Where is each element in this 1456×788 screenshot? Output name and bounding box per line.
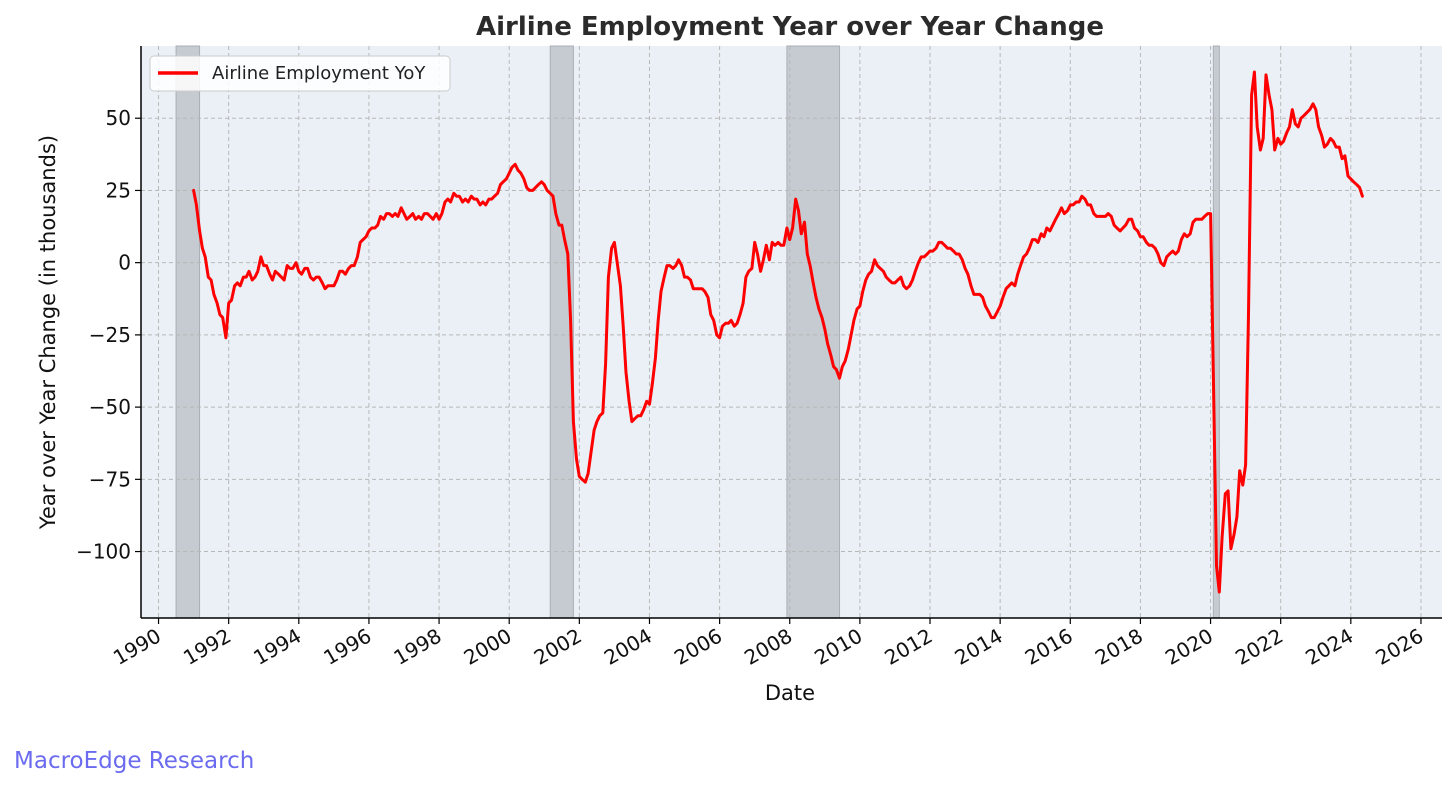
legend-entry-label: Airline Employment YoY [212,63,426,84]
x-tick-label: 2000 [460,624,516,670]
x-axis-ticks: 1990 1992 1994 1996 1998 2000 2002 2004 2006 2008… [109,618,1427,670]
chart-title: Airline Employment Year over Year Change [476,12,1104,42]
x-tick-label: 2014 [951,624,1007,670]
x-tick-label: 2002 [530,624,586,670]
legend: Airline Employment YoY [149,55,451,92]
x-tick-label: 2016 [1021,624,1077,670]
recession-band [175,45,201,619]
watermark-text: MacroEdge Research [14,748,255,774]
x-tick-label: 1996 [319,624,375,670]
recession-bands [175,45,1220,619]
y-tick-label: 25 [106,178,131,202]
x-tick-label: 2024 [1301,624,1357,670]
gridlines [141,46,1442,618]
y-tick-label: −25 [89,323,131,347]
x-tick-label: 1994 [249,624,305,670]
recession-band [786,45,841,619]
axes [140,46,1442,619]
x-tick-label: 1990 [109,624,165,670]
x-tick-label: 2022 [1231,624,1287,670]
y-axis-ticks: 50 25 0 −25 −50 −75 −100 [76,106,141,564]
x-tick-label: 2012 [880,624,936,670]
y-tick-label: −50 [89,395,131,419]
series-line-airline-employment-yoy [192,70,1364,594]
y-tick-label: −100 [76,540,131,564]
x-tick-label: 1998 [389,624,445,670]
series-layer [192,70,1364,594]
y-axis-label: Year over Year Change (in thousands) [36,135,60,530]
x-axis-label: Date [765,681,815,705]
x-tick-label: 2026 [1371,624,1427,670]
x-tick-label: 2004 [600,624,656,670]
x-tick-label: 2008 [740,624,796,670]
y-tick-label: 50 [106,106,131,130]
x-tick-label: 2010 [810,624,866,670]
x-tick-label: 1992 [179,624,235,670]
x-tick-label: 2020 [1161,624,1217,670]
y-tick-label: 0 [118,251,131,275]
x-tick-label: 2006 [670,624,726,670]
x-tick-label: 2018 [1091,624,1147,670]
y-tick-label: −75 [89,467,131,491]
legend-box [149,55,451,92]
